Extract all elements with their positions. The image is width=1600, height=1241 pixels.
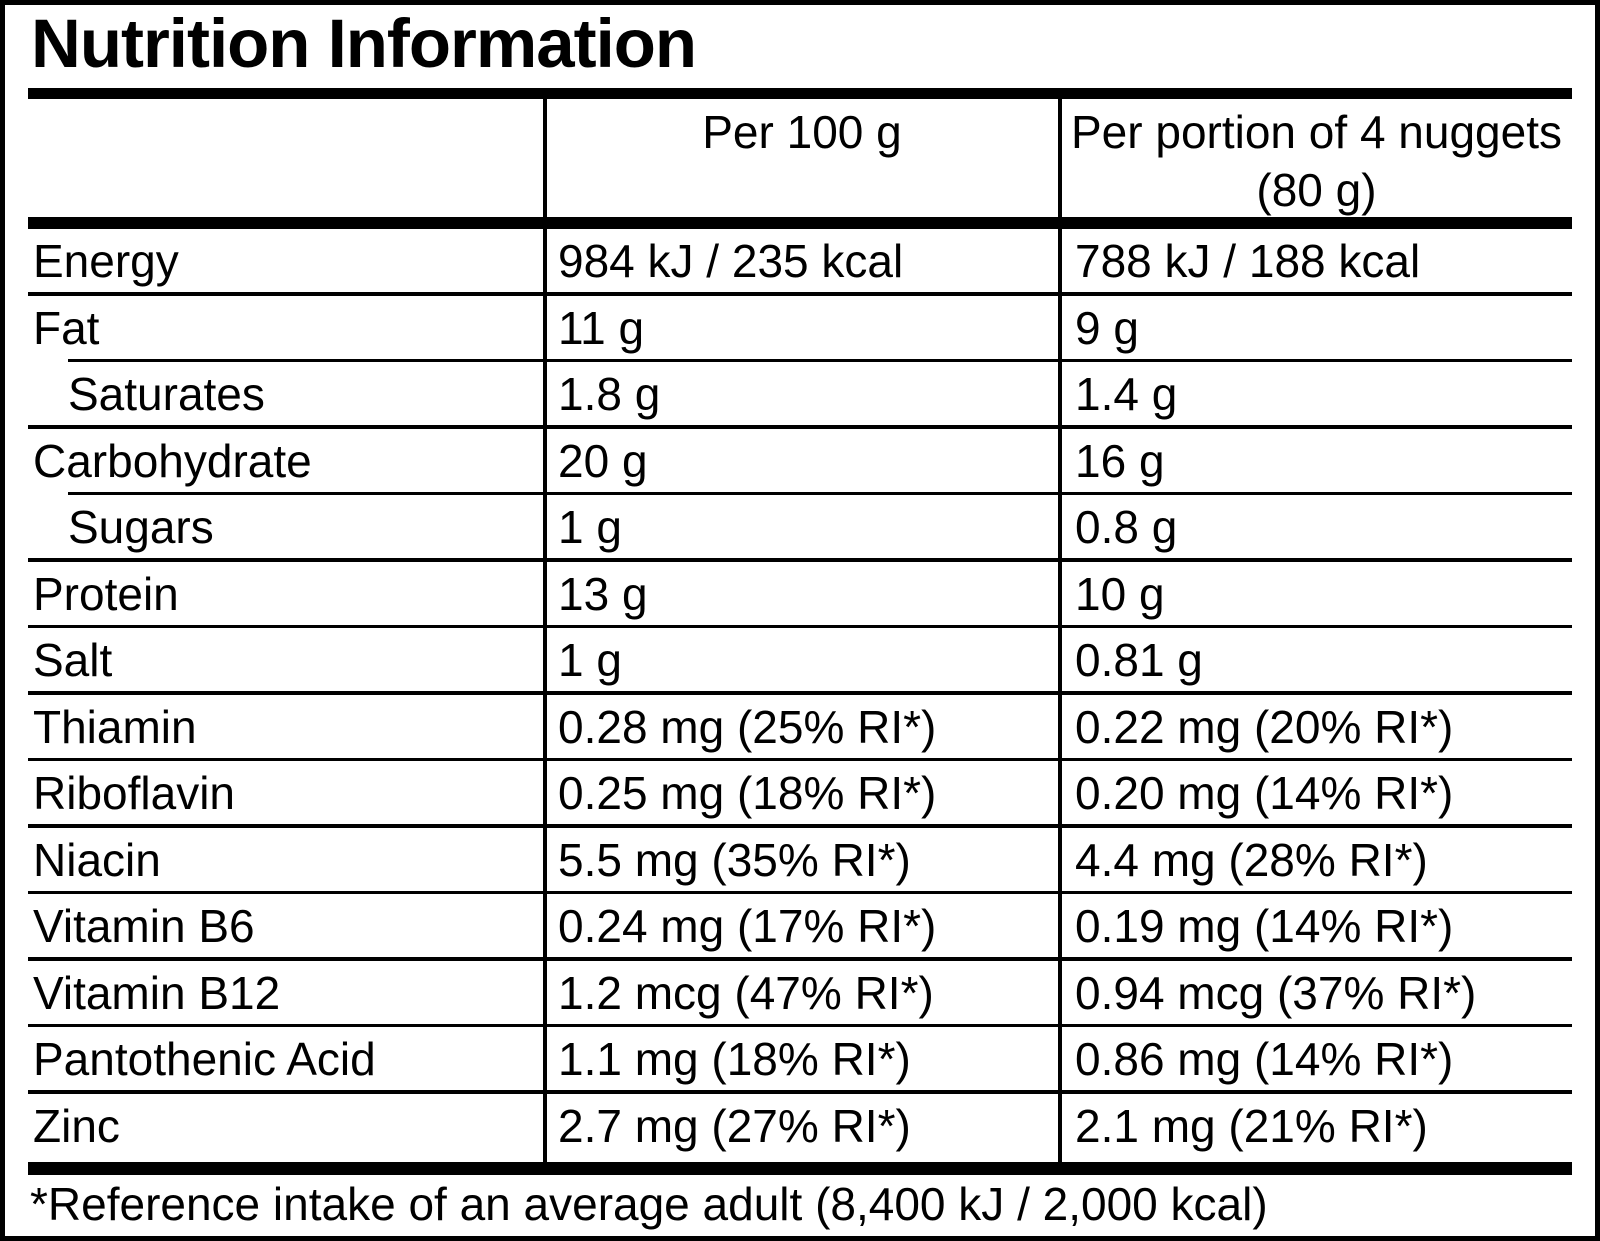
per-100g-value-cell: 0.28 mg (25% RI*) (558, 700, 937, 753)
per-100g-value-cell: 0.25 mg (18% RI*) (558, 767, 937, 819)
per-100g-value-cell: 0.24 mg (17% RI*) (558, 900, 937, 952)
table-row: Vitamin B12 1.2 mcg (47% RI*) 0.94 mcg (… (0, 961, 1600, 1028)
table-row: Niacin 5.5 mg (35% RI*) 4.4 mg (28% RI*) (0, 828, 1600, 895)
row-divider (28, 824, 1572, 828)
row-divider (28, 757, 1572, 761)
per-100g-value-cell: 11 g (558, 301, 645, 354)
table-row: Saturates 1.8 g 1.4 g (0, 362, 1600, 429)
per-portion-value-cell: 10 g (1075, 567, 1165, 620)
nutrient-name-cell: Salt (33, 634, 113, 686)
column-divider-2 (1058, 99, 1062, 1162)
row-divider (28, 1023, 1572, 1027)
row-divider (68, 491, 1572, 495)
nutrient-name-cell: Zinc (33, 1099, 120, 1152)
table-row: Thiamin 0.28 mg (25% RI*) 0.22 mg (20% R… (0, 695, 1600, 762)
column-header-per-100g: Per 100 g (702, 106, 902, 158)
table-row: Salt 1 g 0.81 g (0, 628, 1600, 695)
table-row: Protein 13 g 10 g (0, 562, 1600, 629)
per-portion-value-cell: 0.94 mcg (37% RI*) (1075, 966, 1477, 1019)
nutrient-name-cell: Niacin (33, 833, 161, 886)
nutrient-name-cell: Vitamin B6 (33, 900, 255, 952)
footnote: *Reference intake of an average adult (8… (30, 1178, 1268, 1230)
row-divider (28, 624, 1572, 628)
per-portion-value-cell: 2.1 mg (21% RI*) (1075, 1099, 1428, 1152)
per-100g-value-cell: 1 g (558, 501, 622, 553)
table-row: Carbohydrate 20 g 16 g (0, 429, 1600, 496)
table-row: Vitamin B6 0.24 mg (17% RI*) 0.19 mg (14… (0, 894, 1600, 961)
nutrient-name-cell: Carbohydrate (33, 434, 312, 487)
row-divider (28, 890, 1572, 894)
table-row: Riboflavin 0.25 mg (18% RI*) 0.20 mg (14… (0, 761, 1600, 828)
nutrient-name-cell: Thiamin (33, 700, 197, 753)
column-divider-1 (543, 99, 547, 1162)
table-row: Pantothenic Acid 1.1 mg (18% RI*) 0.86 m… (0, 1027, 1600, 1094)
per-100g-value-cell: 1.2 mcg (47% RI*) (558, 966, 934, 1019)
per-portion-value-cell: 9 g (1075, 301, 1139, 354)
row-divider (68, 358, 1572, 362)
table-row: Fat 11 g 9 g (0, 296, 1600, 363)
per-100g-value-cell: 1 g (558, 634, 622, 686)
column-header-per-portion: Per portion of 4 nuggets (80 g) (1071, 106, 1562, 216)
title-divider (28, 88, 1572, 99)
per-100g-value-cell: 2.7 mg (27% RI*) (558, 1099, 911, 1152)
per-portion-value-cell: 4.4 mg (28% RI*) (1075, 833, 1428, 886)
nutrient-name-cell: Fat (33, 301, 100, 354)
nutrient-name-cell: Riboflavin (33, 767, 235, 819)
table-row: Energy 984 kJ / 235 kcal 788 kJ / 188 kc… (0, 229, 1600, 296)
per-100g-value-cell: 20 g (558, 434, 648, 487)
per-portion-value-cell: 788 kJ / 188 kcal (1075, 235, 1421, 287)
row-divider (28, 691, 1572, 695)
row-divider (28, 1090, 1572, 1094)
nutrient-name-cell: Saturates (68, 368, 265, 420)
per-100g-value-cell: 13 g (558, 567, 648, 620)
table-row: Sugars 1 g 0.8 g (0, 495, 1600, 562)
row-divider (28, 558, 1572, 562)
footer-divider (28, 1162, 1572, 1175)
per-portion-value-cell: 0.20 mg (14% RI*) (1075, 767, 1454, 819)
per-100g-value-cell: 5.5 mg (35% RI*) (558, 833, 911, 886)
nutrient-name-cell: Energy (33, 235, 179, 287)
per-portion-value-cell: 0.8 g (1075, 501, 1178, 553)
row-divider (28, 292, 1572, 296)
per-portion-value-cell: 16 g (1075, 434, 1165, 487)
row-divider (28, 957, 1572, 961)
nutrient-name-cell: Protein (33, 567, 179, 620)
page-title: Nutrition Information (31, 5, 697, 82)
per-portion-value-cell: 0.81 g (1075, 634, 1203, 686)
per-100g-value-cell: 1.8 g (558, 368, 661, 420)
per-portion-value-cell: 0.22 mg (20% RI*) (1075, 700, 1454, 753)
per-portion-value-cell: 1.4 g (1075, 368, 1178, 420)
nutrient-name-cell: Pantothenic Acid (33, 1033, 376, 1085)
per-100g-value-cell: 1.1 mg (18% RI*) (558, 1033, 911, 1085)
per-portion-value-cell: 0.86 mg (14% RI*) (1075, 1033, 1454, 1085)
nutrient-name-cell: Vitamin B12 (33, 966, 281, 1019)
header-divider (28, 217, 1572, 229)
nutrient-name-cell: Sugars (68, 501, 214, 553)
per-portion-value-cell: 0.19 mg (14% RI*) (1075, 900, 1454, 952)
table-row: Zinc 2.7 mg (27% RI*) 2.1 mg (21% RI*) (0, 1094, 1600, 1161)
row-divider (28, 425, 1572, 429)
per-100g-value-cell: 984 kJ / 235 kcal (558, 235, 904, 287)
